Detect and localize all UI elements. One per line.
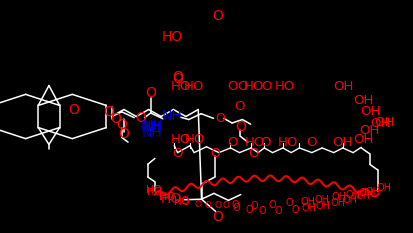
Text: HO: HO (160, 192, 175, 202)
Text: O: O (291, 205, 299, 215)
Text: OH: OH (300, 197, 315, 206)
Text: OH: OH (356, 191, 370, 201)
Text: O: O (274, 206, 282, 216)
Text: HO: HO (171, 133, 191, 146)
Text: OH: OH (330, 198, 346, 208)
Text: O: O (103, 105, 114, 119)
Text: HO: HO (185, 133, 206, 146)
Text: HO: HO (161, 30, 183, 44)
Text: O: O (285, 198, 293, 208)
Text: OH: OH (359, 124, 380, 137)
Text: NH: NH (140, 120, 161, 134)
Text: O: O (215, 112, 225, 125)
Text: O: O (116, 118, 127, 132)
Text: O: O (210, 147, 220, 160)
Text: HO: HO (161, 192, 182, 206)
Text: O: O (212, 210, 223, 224)
Text: O: O (235, 120, 246, 134)
Text: O: O (245, 205, 253, 215)
Text: O: O (250, 201, 258, 210)
Text: OH: OH (353, 133, 374, 146)
Text: O: O (269, 200, 276, 209)
Text: O: O (260, 136, 271, 149)
Text: O: O (232, 203, 240, 213)
Text: O: O (213, 9, 223, 23)
Text: HO: HO (174, 196, 189, 206)
Text: OH: OH (377, 183, 392, 193)
Text: O: O (145, 86, 156, 100)
Text: O: O (258, 206, 266, 216)
Text: HO: HO (146, 185, 162, 195)
Text: HO: HO (278, 136, 298, 149)
Text: OH: OH (358, 188, 373, 198)
Text: O: O (205, 201, 211, 210)
Text: HO: HO (147, 187, 162, 197)
Text: O: O (261, 80, 271, 93)
Text: O: O (306, 136, 317, 149)
Text: OH: OH (360, 104, 380, 117)
Text: OH: OH (353, 93, 373, 106)
Text: OH: OH (315, 195, 330, 205)
Text: O: O (172, 147, 183, 160)
Text: HO: HO (174, 197, 190, 207)
Text: O: O (173, 70, 183, 84)
Text: O: O (119, 127, 129, 141)
Text: OH: OH (342, 195, 358, 205)
Text: O: O (214, 202, 221, 210)
Text: O: O (135, 111, 146, 125)
Text: NH: NH (142, 119, 163, 133)
Text: OH: OH (301, 203, 316, 213)
Text: OH: OH (346, 190, 361, 200)
Text: OH: OH (316, 201, 330, 211)
Text: HO: HO (159, 192, 175, 202)
Text: NH: NH (162, 109, 183, 123)
Text: OH: OH (374, 116, 394, 129)
Text: HO: HO (275, 80, 295, 93)
Text: HO: HO (171, 80, 191, 93)
Text: NH: NH (142, 126, 162, 140)
Text: O: O (232, 200, 239, 210)
Text: O: O (111, 112, 121, 126)
Text: O: O (68, 103, 79, 116)
Text: O: O (172, 72, 183, 86)
Text: O: O (248, 147, 259, 160)
Text: O: O (235, 100, 245, 113)
Text: OH: OH (331, 192, 346, 202)
Text: OH: OH (366, 187, 380, 197)
Text: O: O (228, 136, 238, 149)
Text: O: O (223, 201, 230, 210)
Text: HO: HO (244, 136, 265, 149)
Text: O: O (238, 80, 248, 93)
Text: O: O (228, 80, 238, 93)
Text: HO: HO (244, 80, 264, 93)
Text: O: O (195, 200, 202, 209)
Text: OH: OH (370, 117, 390, 130)
Text: OH: OH (333, 80, 353, 93)
Text: OH: OH (332, 136, 353, 149)
Text: HO: HO (184, 80, 204, 93)
